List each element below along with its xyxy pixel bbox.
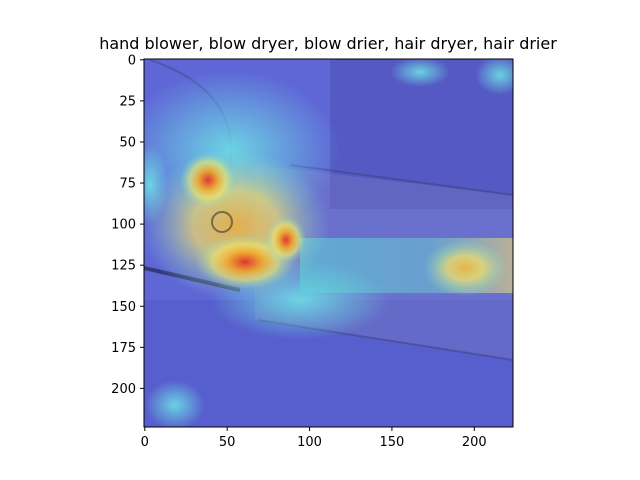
x-axis: 0 50 100 150 200: [141, 427, 487, 450]
dryer-nozzle-ring: [211, 211, 233, 233]
y-tick-label: 200: [111, 382, 136, 397]
x-tick-label: 50: [219, 435, 236, 450]
y-tick-label: 75: [119, 177, 136, 192]
y-tick-label: 50: [119, 135, 136, 150]
y-axis: 0 25 50 75 100 125 150 175 200: [111, 53, 144, 397]
heatmap-cyan-region: [390, 59, 450, 87]
x-tick-label: 200: [462, 435, 487, 450]
axes-frame: [143, 58, 514, 428]
heatmap-hotspot: [266, 216, 306, 264]
x-tick-label: 100: [297, 435, 322, 450]
heatmap-cyan-region: [145, 380, 205, 427]
chart-title: hand blower, blow dryer, blow drier, hai…: [99, 34, 557, 53]
y-tick-label: 125: [111, 259, 136, 274]
heatmap-cyan-region: [475, 59, 513, 95]
y-tick-label: 175: [111, 341, 136, 356]
x-tick-label: 0: [141, 435, 149, 450]
y-tick-label: 100: [111, 218, 136, 233]
y-tick-label: 0: [128, 53, 136, 68]
y-tick-label: 150: [111, 300, 136, 315]
heatmap-hotspot: [423, 240, 507, 296]
heatmap-image: [144, 59, 513, 427]
x-tick-label: 150: [380, 435, 405, 450]
y-tick-label: 25: [119, 94, 136, 109]
heatmap-hotspot: [180, 152, 236, 208]
